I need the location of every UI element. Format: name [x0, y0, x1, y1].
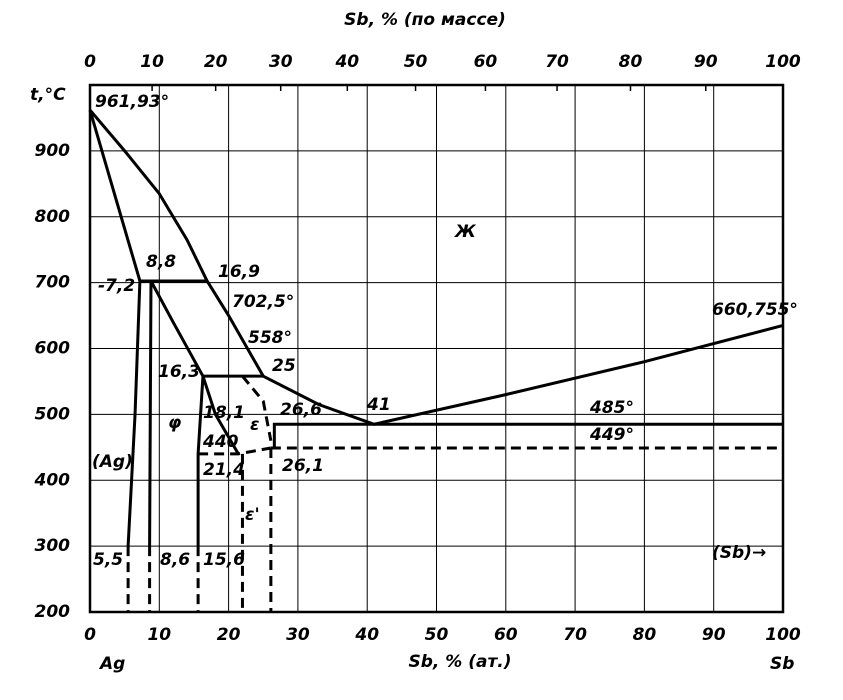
phase-boundary [148, 280, 153, 547]
x-tick-label: 0 [84, 625, 96, 645]
annotation: 15,6 [203, 550, 245, 570]
annotation: Ж [454, 222, 477, 242]
annotation: ε [250, 415, 259, 435]
phase-boundary [198, 446, 272, 456]
x2-tick-label: 60 [474, 52, 498, 72]
annotation: 485° [589, 398, 634, 418]
x2-tick-label: 10 [140, 52, 164, 72]
phase-boundary [88, 109, 784, 426]
phase-boundary [272, 422, 783, 448]
annotation: 660,755° [712, 300, 798, 320]
x-tick-label: 70 [563, 625, 587, 645]
y-tick-label: 200 [35, 602, 71, 622]
annotation: 16,9 [218, 262, 260, 282]
x-tick-label: 100 [765, 625, 801, 645]
phase-boundary [126, 280, 142, 547]
x-tick-label: 10 [147, 625, 171, 645]
annotation: 702,5° [232, 292, 294, 312]
annotation: 26,6 [280, 400, 322, 420]
y-tick-label: 700 [35, 273, 71, 293]
top-axis-label: Sb, % (по массе) [344, 10, 506, 30]
x-tick-label: 20 [217, 625, 241, 645]
y-tick-label: 600 [35, 339, 71, 359]
x2-tick-label: 30 [269, 52, 293, 72]
annotation: φ [168, 413, 181, 433]
x2-tick-label: 90 [694, 52, 718, 72]
annotation: 21,4 [203, 460, 245, 480]
x2-tick-label: 100 [765, 52, 801, 72]
x2-tick-label: 70 [545, 52, 569, 72]
annotation: 5,5 [93, 550, 123, 570]
annotation: 8,8 [146, 252, 176, 272]
annotation: 558° [248, 328, 292, 348]
annotation: (Sb)→ [712, 543, 766, 563]
annotation: 18,1 [203, 403, 245, 423]
x-tick-label: 50 [425, 625, 449, 645]
y-tick-label: 300 [35, 536, 71, 556]
phase-boundary [88, 109, 142, 282]
x-tick-label: 80 [633, 625, 657, 645]
x-tick-label: 30 [286, 625, 310, 645]
x-tick-label: 40 [354, 625, 379, 645]
annotation: -7,2 [98, 276, 135, 296]
x-axis-label: Sb, % (ат.) [408, 652, 511, 672]
x2-tick-label: 40 [334, 52, 359, 72]
phase-boundary [241, 375, 273, 442]
x2-tick-label: 0 [84, 52, 96, 72]
annotation: (Ag) [92, 452, 133, 472]
annotation: Sb [770, 654, 794, 674]
annotation: 8,6 [160, 550, 190, 570]
x-tick-label: 90 [702, 625, 726, 645]
annotation: 41 [366, 395, 391, 415]
annotation: 16,3 [158, 362, 200, 382]
annotation: ε' [245, 505, 260, 525]
annotation: 449° [589, 425, 634, 445]
x2-tick-label: 20 [204, 52, 228, 72]
y-tick-label: 500 [35, 404, 71, 424]
y-tick-label: 800 [35, 207, 71, 227]
y-tick-label: 900 [35, 141, 71, 161]
annotation: 25 [272, 356, 296, 376]
x2-tick-label: 50 [404, 52, 428, 72]
x-tick-label: 60 [494, 625, 518, 645]
x2-tick-label: 80 [619, 52, 643, 72]
annotation: 961,93° [95, 92, 169, 112]
annotation: Ag [98, 654, 125, 674]
y-tick-label: 400 [34, 470, 71, 490]
annotation: 440 [202, 432, 239, 452]
y-axis-label: t,°C [30, 85, 66, 105]
annotation: 26,1 [282, 456, 324, 476]
